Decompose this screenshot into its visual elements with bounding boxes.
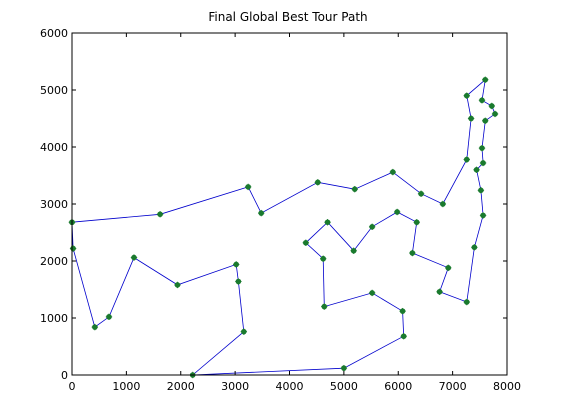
city-point [368, 289, 376, 297]
x-tick-label: 8000 [493, 380, 521, 393]
city-point [409, 249, 416, 257]
x-axis: 0 1000 2000 3000 4000 5000 6000 7000 8000 [69, 33, 521, 393]
city-point [350, 247, 357, 254]
city-point [479, 159, 487, 167]
city-point [69, 245, 77, 252]
city-point [473, 166, 480, 173]
city-point [488, 102, 495, 110]
x-tick-label: 7000 [439, 380, 467, 393]
city-point [445, 264, 452, 272]
city-point [389, 168, 397, 176]
y-tick-label: 2000 [40, 255, 68, 268]
city-point [174, 281, 181, 289]
x-tick-label: 4000 [276, 380, 304, 393]
city-point [130, 254, 138, 261]
city-point [413, 219, 420, 226]
y-tick-label: 1000 [40, 312, 68, 325]
city-point [463, 298, 470, 306]
city-point [91, 323, 99, 331]
city-point [471, 244, 478, 251]
city-point [156, 211, 164, 218]
y-tick-label: 3000 [40, 198, 68, 211]
city-point [478, 97, 486, 104]
city-point [314, 179, 321, 186]
city-point [400, 333, 407, 340]
x-tick-label: 6000 [384, 380, 412, 393]
city-point [482, 76, 489, 83]
city-point [477, 187, 485, 194]
city-point [439, 200, 447, 208]
city-point [240, 328, 248, 335]
y-tick-label: 4000 [40, 141, 68, 154]
city-point [436, 288, 443, 295]
plot-area [68, 76, 499, 379]
city-point [105, 313, 113, 321]
x-tick-label: 2000 [167, 380, 195, 393]
tour-path-line [71, 78, 496, 376]
x-tick-label: 3000 [221, 380, 249, 393]
city-point [393, 208, 401, 216]
city-point [321, 303, 328, 310]
city-point [482, 117, 489, 124]
city-point [463, 92, 470, 99]
city-point [351, 185, 358, 193]
city-point [258, 209, 265, 217]
city-point [244, 183, 252, 191]
city-point [479, 212, 487, 219]
y-tick-label: 0 [61, 369, 68, 382]
city-point [320, 255, 327, 262]
city-point [302, 239, 310, 246]
city-point [478, 144, 486, 152]
city-point [417, 190, 425, 197]
city-point [399, 307, 406, 315]
chart-title: Final Global Best Tour Path [208, 10, 367, 24]
x-tick-label: 1000 [112, 380, 140, 393]
city-point [463, 156, 470, 163]
city-point [235, 278, 242, 285]
y-tick-label: 6000 [40, 27, 68, 40]
y-tick-label: 5000 [40, 84, 68, 97]
city-point [467, 115, 475, 122]
city-point [491, 110, 499, 118]
x-tick-label: 0 [69, 380, 76, 393]
city-point [340, 364, 348, 372]
x-tick-label: 5000 [330, 380, 358, 393]
city-point [368, 223, 376, 230]
city-point [324, 219, 331, 226]
y-axis: 0 1000 2000 3000 4000 5000 6000 [40, 27, 507, 382]
city-point [233, 261, 240, 268]
